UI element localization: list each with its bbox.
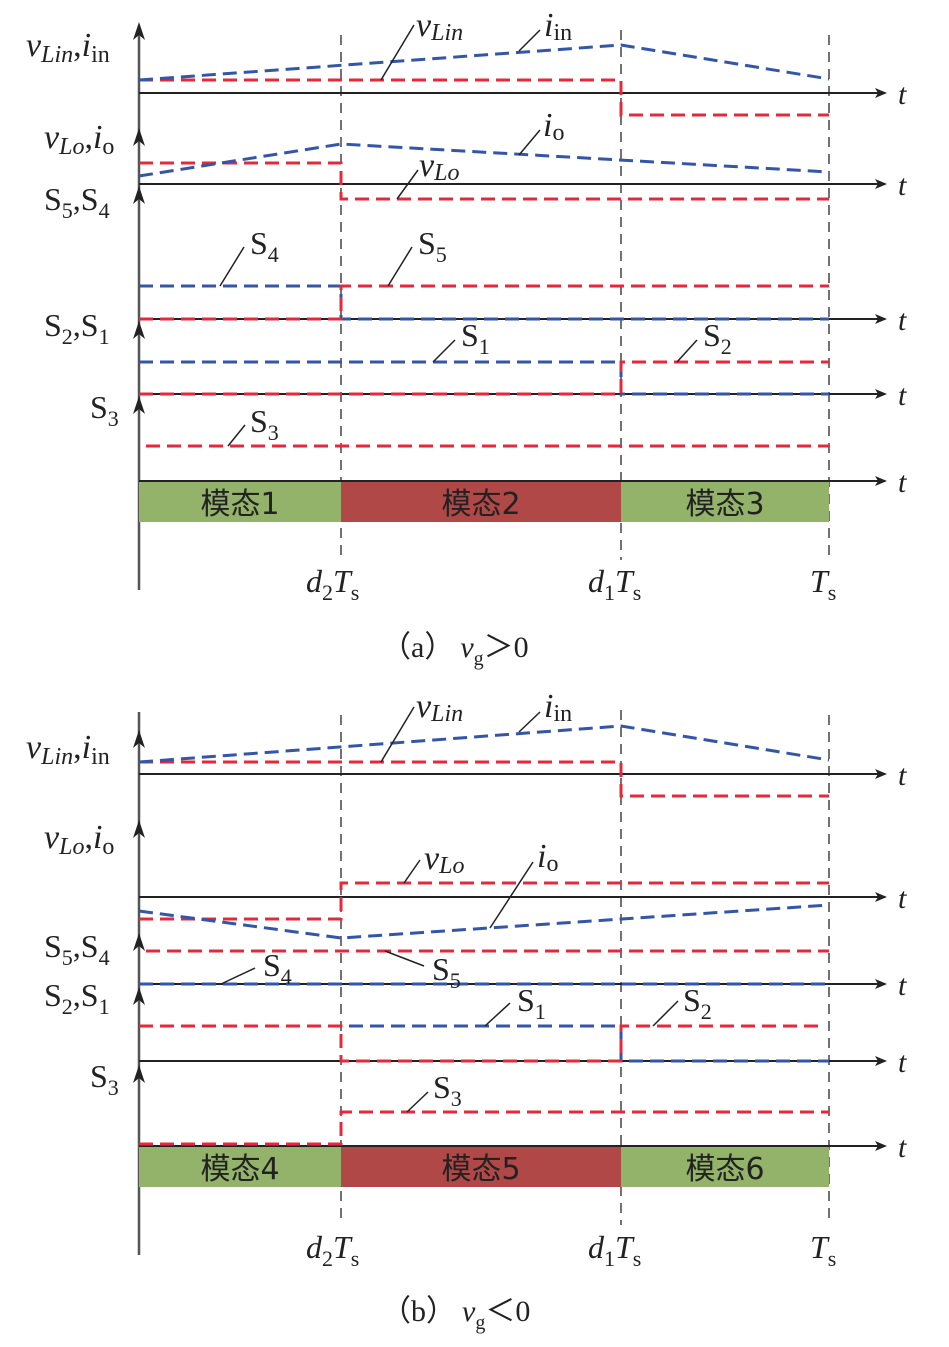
- svg-text:t: t: [898, 78, 907, 111]
- panel-b: t t t t t: [26, 688, 907, 1334]
- svg-text:S3: S3: [250, 403, 279, 445]
- svg-text:模态5: 模态5: [441, 1152, 520, 1187]
- svg-text:S5,S4: S5,S4: [44, 181, 110, 223]
- trace-vLin-b: [139, 760, 829, 798]
- svg-text:t: t: [898, 169, 907, 202]
- trace-vLo-a: [139, 161, 829, 201]
- svg-text:S3: S3: [90, 1058, 119, 1100]
- svg-text:vLin,iin: vLin,iin: [26, 27, 110, 68]
- leader-lines-a: [219, 24, 698, 447]
- traces-axis1-a: [138, 43, 830, 117]
- svg-text:S2,S1: S2,S1: [44, 977, 110, 1019]
- svg-text:模态3: 模态3: [685, 487, 764, 522]
- trace-io-b: [138, 903, 830, 940]
- svg-text:模态4: 模态4: [200, 1152, 279, 1187]
- trace-S4-a: [139, 284, 829, 321]
- svg-text:S1: S1: [461, 317, 490, 359]
- mode-bars-b: 模态4 模态5 模态6: [139, 1147, 829, 1187]
- trace-S2-b: [139, 1024, 820, 1063]
- svg-text:d2Ts: d2Ts: [306, 1229, 359, 1271]
- trace-labels-b: vLin iin vLo io S5 S4 S1 S2 S3: [263, 688, 712, 1111]
- trace-S1-a: [139, 360, 829, 396]
- svg-text:S3: S3: [433, 1069, 462, 1111]
- svg-text:t: t: [898, 1131, 907, 1164]
- svg-text:vLo,io: vLo,io: [44, 119, 114, 160]
- svg-text:t: t: [898, 466, 907, 499]
- svg-text:S1: S1: [517, 982, 546, 1024]
- t-labels-b: t t t t t: [898, 759, 907, 1164]
- svg-text:S5: S5: [418, 225, 447, 267]
- svg-text:S4: S4: [250, 225, 279, 267]
- axis-labels-b: vLin,iin vLo,io S5,S4 S2,S1 S3: [26, 729, 119, 1100]
- svg-text:d1Ts: d1Ts: [588, 1229, 641, 1271]
- trace-S2-a: [139, 360, 829, 396]
- svg-text:d1Ts: d1Ts: [588, 563, 641, 605]
- trace-S5-a: [139, 284, 829, 321]
- t-labels-a: t t t t t: [898, 78, 907, 499]
- trace-vLo-b: [139, 881, 829, 921]
- svg-text:模态6: 模态6: [685, 1152, 764, 1187]
- mode-bar-4: [139, 1147, 341, 1187]
- trace-iin-b: [138, 724, 830, 764]
- svg-text:Ts: Ts: [810, 563, 836, 605]
- mode-bar-2: [341, 482, 621, 522]
- svg-text:Ts: Ts: [810, 1229, 836, 1271]
- svg-text:S2,S1: S2,S1: [44, 307, 110, 349]
- svg-text:S2: S2: [703, 317, 732, 359]
- svg-text:S5: S5: [432, 951, 461, 993]
- trace-S1-b: [139, 1024, 829, 1063]
- svg-text:io: io: [543, 107, 564, 146]
- traces-axis3-b: [139, 949, 829, 986]
- mode-bar-5: [341, 1147, 621, 1187]
- traces-axis1-b: [138, 724, 830, 798]
- panel-a: t t t t t: [26, 7, 907, 670]
- svg-text:S5,S4: S5,S4: [44, 928, 110, 970]
- traces-axis2-a: [138, 142, 830, 201]
- leader-lines-b: [220, 706, 679, 1113]
- svg-text:io: io: [537, 838, 558, 877]
- traces-axis2-b: [138, 881, 830, 940]
- svg-text:t: t: [898, 304, 907, 337]
- trace-iin-a: [138, 43, 830, 82]
- traces-axis3-a: [139, 284, 829, 321]
- svg-text:模态2: 模态2: [441, 487, 520, 522]
- mode-bar-1: [139, 482, 341, 522]
- svg-text:d2Ts: d2Ts: [306, 563, 359, 605]
- svg-text:t: t: [898, 379, 907, 412]
- axis-labels-a: vLin,iin vLo,io S5,S4 S2,S1 S3: [26, 27, 119, 431]
- caption-b: （b） vg＜0: [381, 1295, 530, 1334]
- axis-up-arrows-a: [133, 22, 145, 414]
- svg-text:S2: S2: [683, 982, 712, 1024]
- caption-a: （a） vg＞0: [381, 631, 529, 670]
- svg-text:vLin: vLin: [416, 688, 463, 727]
- svg-text:vLin,iin: vLin,iin: [26, 729, 110, 770]
- svg-text:vLo: vLo: [419, 147, 459, 186]
- t-axes-b: [139, 769, 887, 1151]
- svg-text:S3: S3: [90, 389, 119, 431]
- time-markers-b: d2Ts d1Ts Ts: [306, 1229, 836, 1271]
- svg-text:t: t: [898, 759, 907, 792]
- svg-text:t: t: [898, 882, 907, 915]
- svg-text:t: t: [898, 969, 907, 1002]
- svg-text:vLin: vLin: [416, 7, 463, 46]
- svg-text:iin: iin: [544, 7, 572, 46]
- traces-axis4-b: [139, 1024, 829, 1063]
- svg-text:iin: iin: [544, 688, 572, 727]
- traces-axis4-a: [139, 360, 829, 396]
- trace-vLin-a: [139, 78, 829, 117]
- svg-text:S4: S4: [263, 947, 292, 989]
- time-markers-a: d2Ts d1Ts Ts: [306, 563, 836, 605]
- mode-bar-3: [621, 482, 829, 522]
- mode-bars-a: 模态1 模态2 模态3: [139, 482, 829, 522]
- trace-labels-a: vLin iin io vLo S4 S5 S1 S2 S3: [250, 7, 732, 445]
- trace-io-a: [138, 142, 830, 178]
- svg-text:vLo,io: vLo,io: [44, 819, 114, 860]
- svg-text:vLo: vLo: [424, 840, 464, 879]
- mode-bar-6: [621, 1147, 829, 1187]
- svg-text:t: t: [898, 1046, 907, 1079]
- axis-up-arrows-b: [133, 730, 145, 1083]
- svg-text:模态1: 模态1: [200, 487, 279, 522]
- trace-S3-b: [139, 1110, 829, 1146]
